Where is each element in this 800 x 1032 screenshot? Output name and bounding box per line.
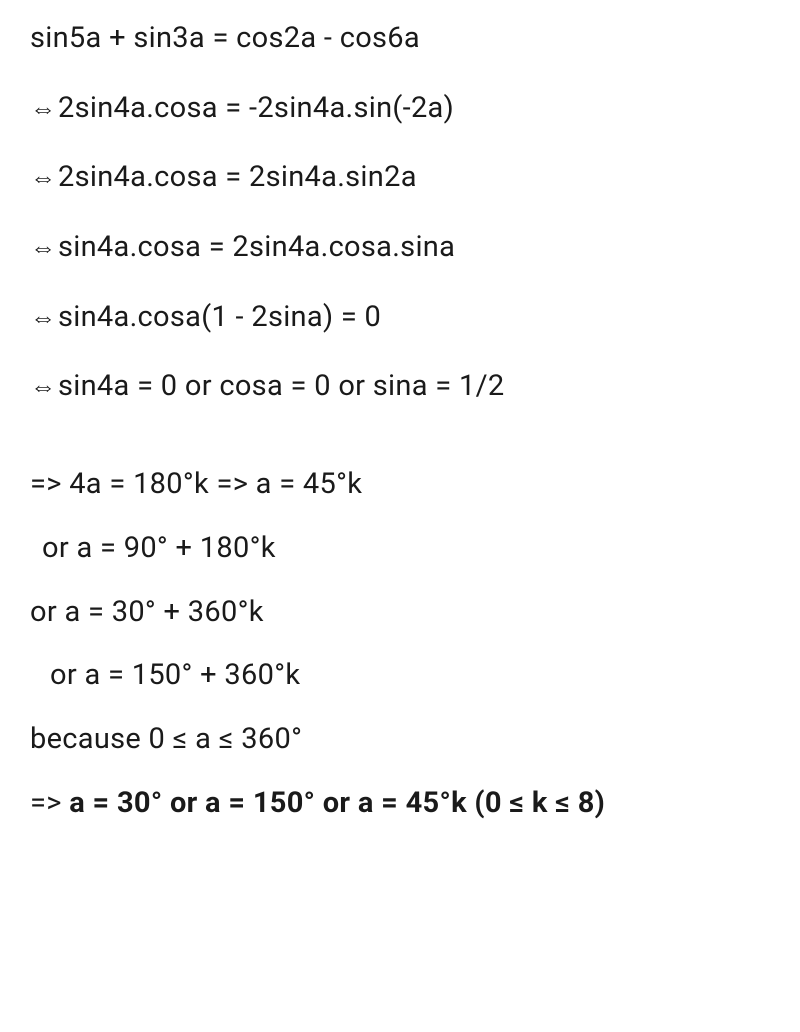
step-text: sin4a.cosa = 2sin4a.cosa.sina — [58, 230, 455, 264]
biconditional-icon: ⇔ — [30, 302, 50, 336]
equation-step-2: ⇔2sin4a.cosa = 2sin4a.sin2a — [30, 159, 770, 197]
equation-step-1: ⇔2sin4a.cosa = -2sin4a.sin(-2a) — [30, 90, 770, 128]
equation-step-5: ⇔sin4a = 0 or cosa = 0 or sina = 1/2 — [30, 368, 770, 406]
step-text: 2sin4a.cosa = -2sin4a.sin(-2a) — [58, 91, 454, 125]
solution-line-2: or a = 90° + 180°k — [30, 530, 770, 568]
equation-step-4: ⇔sin4a.cosa(1 - 2sina) = 0 — [30, 299, 770, 337]
biconditional-icon: ⇔ — [30, 232, 50, 266]
biconditional-icon: ⇔ — [30, 162, 50, 196]
solution-line-1: => 4a = 180°k => a = 45°k — [30, 466, 770, 504]
equation-start: sin5a + sin3a = cos2a - cos6a — [30, 20, 770, 58]
step-text: sin4a = 0 or cosa = 0 or sina = 1/2 — [58, 369, 504, 403]
biconditional-icon: ⇔ — [30, 93, 50, 127]
implies-symbol: => — [30, 467, 62, 501]
step-text: 2sin4a.cosa = 2sin4a.sin2a — [58, 160, 417, 194]
step-text: sin4a.cosa(1 - 2sina) = 0 — [58, 300, 381, 334]
final-bold-text: a = 30° or a = 150° or a = 45°k (0 ≤ k ≤… — [69, 786, 605, 820]
solution-text: 4a = 180°k => a = 45°k — [69, 467, 362, 501]
equation-step-3: ⇔sin4a.cosa = 2sin4a.cosa.sina — [30, 229, 770, 267]
solution-line-4: or a = 150° + 360°k — [30, 657, 770, 695]
final-answer: => a = 30° or a = 150° or a = 45°k (0 ≤ … — [30, 785, 770, 823]
implies-symbol: => — [30, 786, 69, 820]
constraint-text: because 0 ≤ a ≤ 360° — [30, 721, 770, 759]
biconditional-icon: ⇔ — [30, 371, 50, 405]
solution-line-3: or a = 30° + 360°k — [30, 594, 770, 632]
